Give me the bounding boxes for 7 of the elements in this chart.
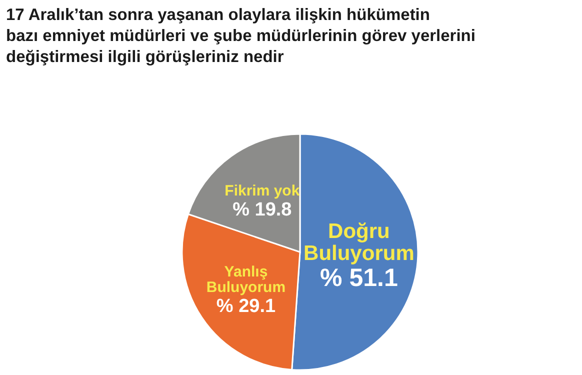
data-label: % 19.8 — [232, 199, 292, 220]
slice-label: Doğru Buluyorum — [304, 220, 414, 265]
slice-label: Yanlış Buluyorum — [206, 263, 286, 296]
data-label: % 51.1 — [320, 264, 398, 292]
data-label: % 29.1 — [216, 296, 276, 317]
slice-label: Fikrim yok — [224, 182, 300, 200]
chart-title: 17 Aralık’tan sonra yaşanan olaylara ilişkin hükümetin bazı emniyet müdürleri ve şube müdürlerinin görev yerlerini değiştirmesi ilgili görüşleriniz nedir — [6, 6, 476, 66]
